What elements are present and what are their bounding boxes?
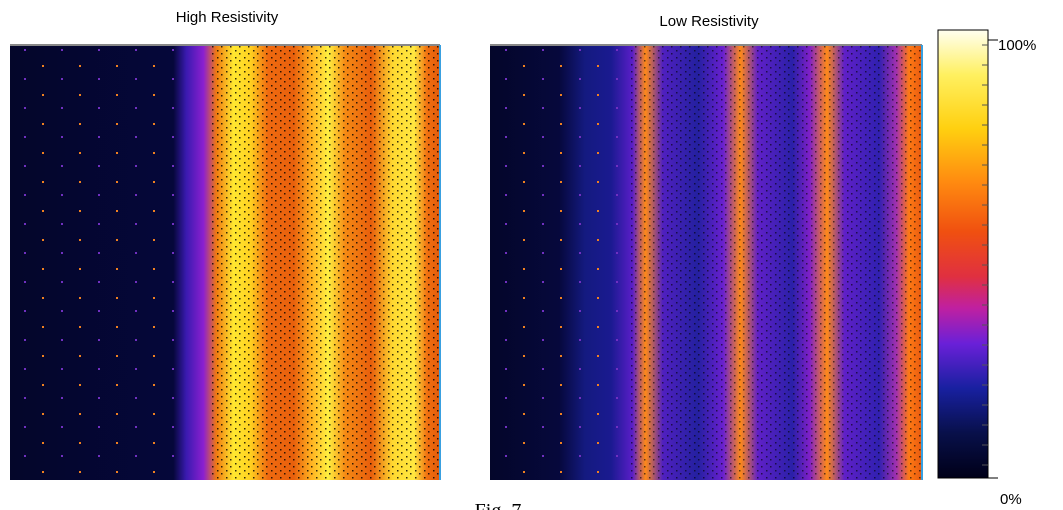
- panel-title: Low Resistivity: [659, 13, 759, 30]
- caption: Fig. 7: [475, 500, 522, 510]
- heatmap: [490, 44, 923, 480]
- colorbar-max-label: 100%: [998, 37, 1036, 54]
- panel-title: High Resistivity: [176, 9, 279, 26]
- heatmap: [10, 44, 441, 480]
- colorbar-min-label: 0%: [1000, 491, 1022, 508]
- colorbar: [937, 29, 998, 479]
